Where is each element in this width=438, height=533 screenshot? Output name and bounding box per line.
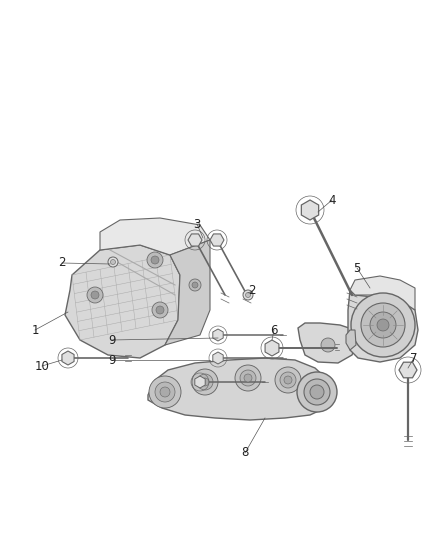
Circle shape	[91, 291, 99, 299]
Circle shape	[87, 287, 103, 303]
Circle shape	[192, 282, 198, 288]
Polygon shape	[350, 276, 415, 310]
Circle shape	[246, 293, 251, 297]
Circle shape	[240, 370, 256, 386]
Circle shape	[155, 382, 175, 402]
Polygon shape	[195, 376, 205, 388]
Text: 7: 7	[410, 351, 418, 365]
Circle shape	[160, 387, 170, 397]
Text: 8: 8	[241, 447, 249, 459]
Polygon shape	[213, 352, 223, 364]
Polygon shape	[100, 218, 210, 255]
Polygon shape	[399, 362, 417, 378]
Circle shape	[321, 338, 335, 352]
Circle shape	[192, 369, 218, 395]
Polygon shape	[348, 290, 418, 362]
Polygon shape	[346, 330, 356, 350]
Text: 6: 6	[270, 324, 278, 336]
Circle shape	[147, 252, 163, 268]
Polygon shape	[148, 358, 330, 420]
Circle shape	[310, 385, 324, 399]
Polygon shape	[210, 234, 224, 246]
Polygon shape	[188, 234, 202, 246]
Text: 1: 1	[31, 324, 39, 336]
Circle shape	[351, 293, 415, 357]
Circle shape	[361, 303, 405, 347]
Circle shape	[370, 312, 396, 338]
Circle shape	[280, 372, 296, 388]
Circle shape	[284, 376, 292, 384]
Polygon shape	[298, 323, 358, 363]
Text: 3: 3	[193, 217, 201, 230]
Text: 5: 5	[353, 262, 360, 274]
Text: 2: 2	[58, 256, 66, 270]
Polygon shape	[213, 329, 223, 341]
Circle shape	[189, 279, 201, 291]
Text: 2: 2	[248, 285, 256, 297]
Text: 10: 10	[35, 359, 49, 373]
Circle shape	[377, 319, 389, 331]
Circle shape	[156, 306, 164, 314]
Polygon shape	[62, 351, 74, 365]
Circle shape	[149, 376, 181, 408]
Polygon shape	[301, 200, 319, 220]
Circle shape	[197, 374, 213, 390]
Circle shape	[235, 365, 261, 391]
Circle shape	[152, 302, 168, 318]
Circle shape	[151, 256, 159, 264]
Circle shape	[244, 374, 252, 382]
Text: 9: 9	[108, 353, 116, 367]
Circle shape	[108, 257, 118, 267]
Polygon shape	[65, 245, 180, 358]
Polygon shape	[265, 340, 279, 356]
Text: 9: 9	[108, 334, 116, 346]
Circle shape	[110, 260, 116, 264]
Text: 4: 4	[328, 193, 336, 206]
Circle shape	[304, 379, 330, 405]
Polygon shape	[165, 240, 210, 345]
Circle shape	[243, 290, 253, 300]
Circle shape	[297, 372, 337, 412]
Circle shape	[275, 367, 301, 393]
Circle shape	[201, 378, 209, 386]
